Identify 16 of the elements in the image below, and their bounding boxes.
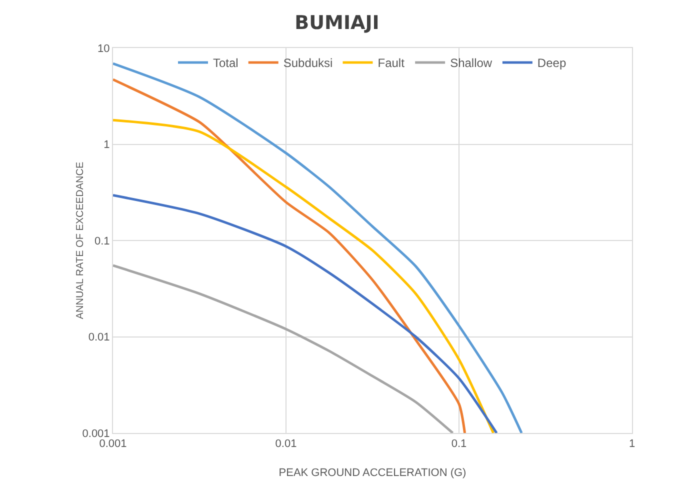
y-tick-label: 0.01 <box>88 332 110 344</box>
y-tick-label: 0.001 <box>82 428 110 440</box>
legend-label: Fault <box>378 56 406 70</box>
chart-title: BUMIAJI <box>294 12 380 34</box>
y-axis-title: ANNUAL RATE OF EXCEEDANCE <box>75 162 86 320</box>
x-axis-title: PEAK GROUND ACCELERATION (G) <box>278 467 466 479</box>
y-tick-label: 1 <box>104 139 110 152</box>
legend-label: Shallow <box>450 56 492 70</box>
x-tick-label: 0.1 <box>451 438 467 450</box>
legend-label: Deep <box>537 56 566 70</box>
legend-label: Total <box>213 56 238 70</box>
y-tick-label: 0.1 <box>94 235 110 248</box>
y-tick-label: 10 <box>98 42 110 55</box>
x-tick-label: 0.01 <box>275 438 297 450</box>
legend-label: Subduksi <box>283 56 333 70</box>
x-tick-label: 1 <box>628 438 636 450</box>
